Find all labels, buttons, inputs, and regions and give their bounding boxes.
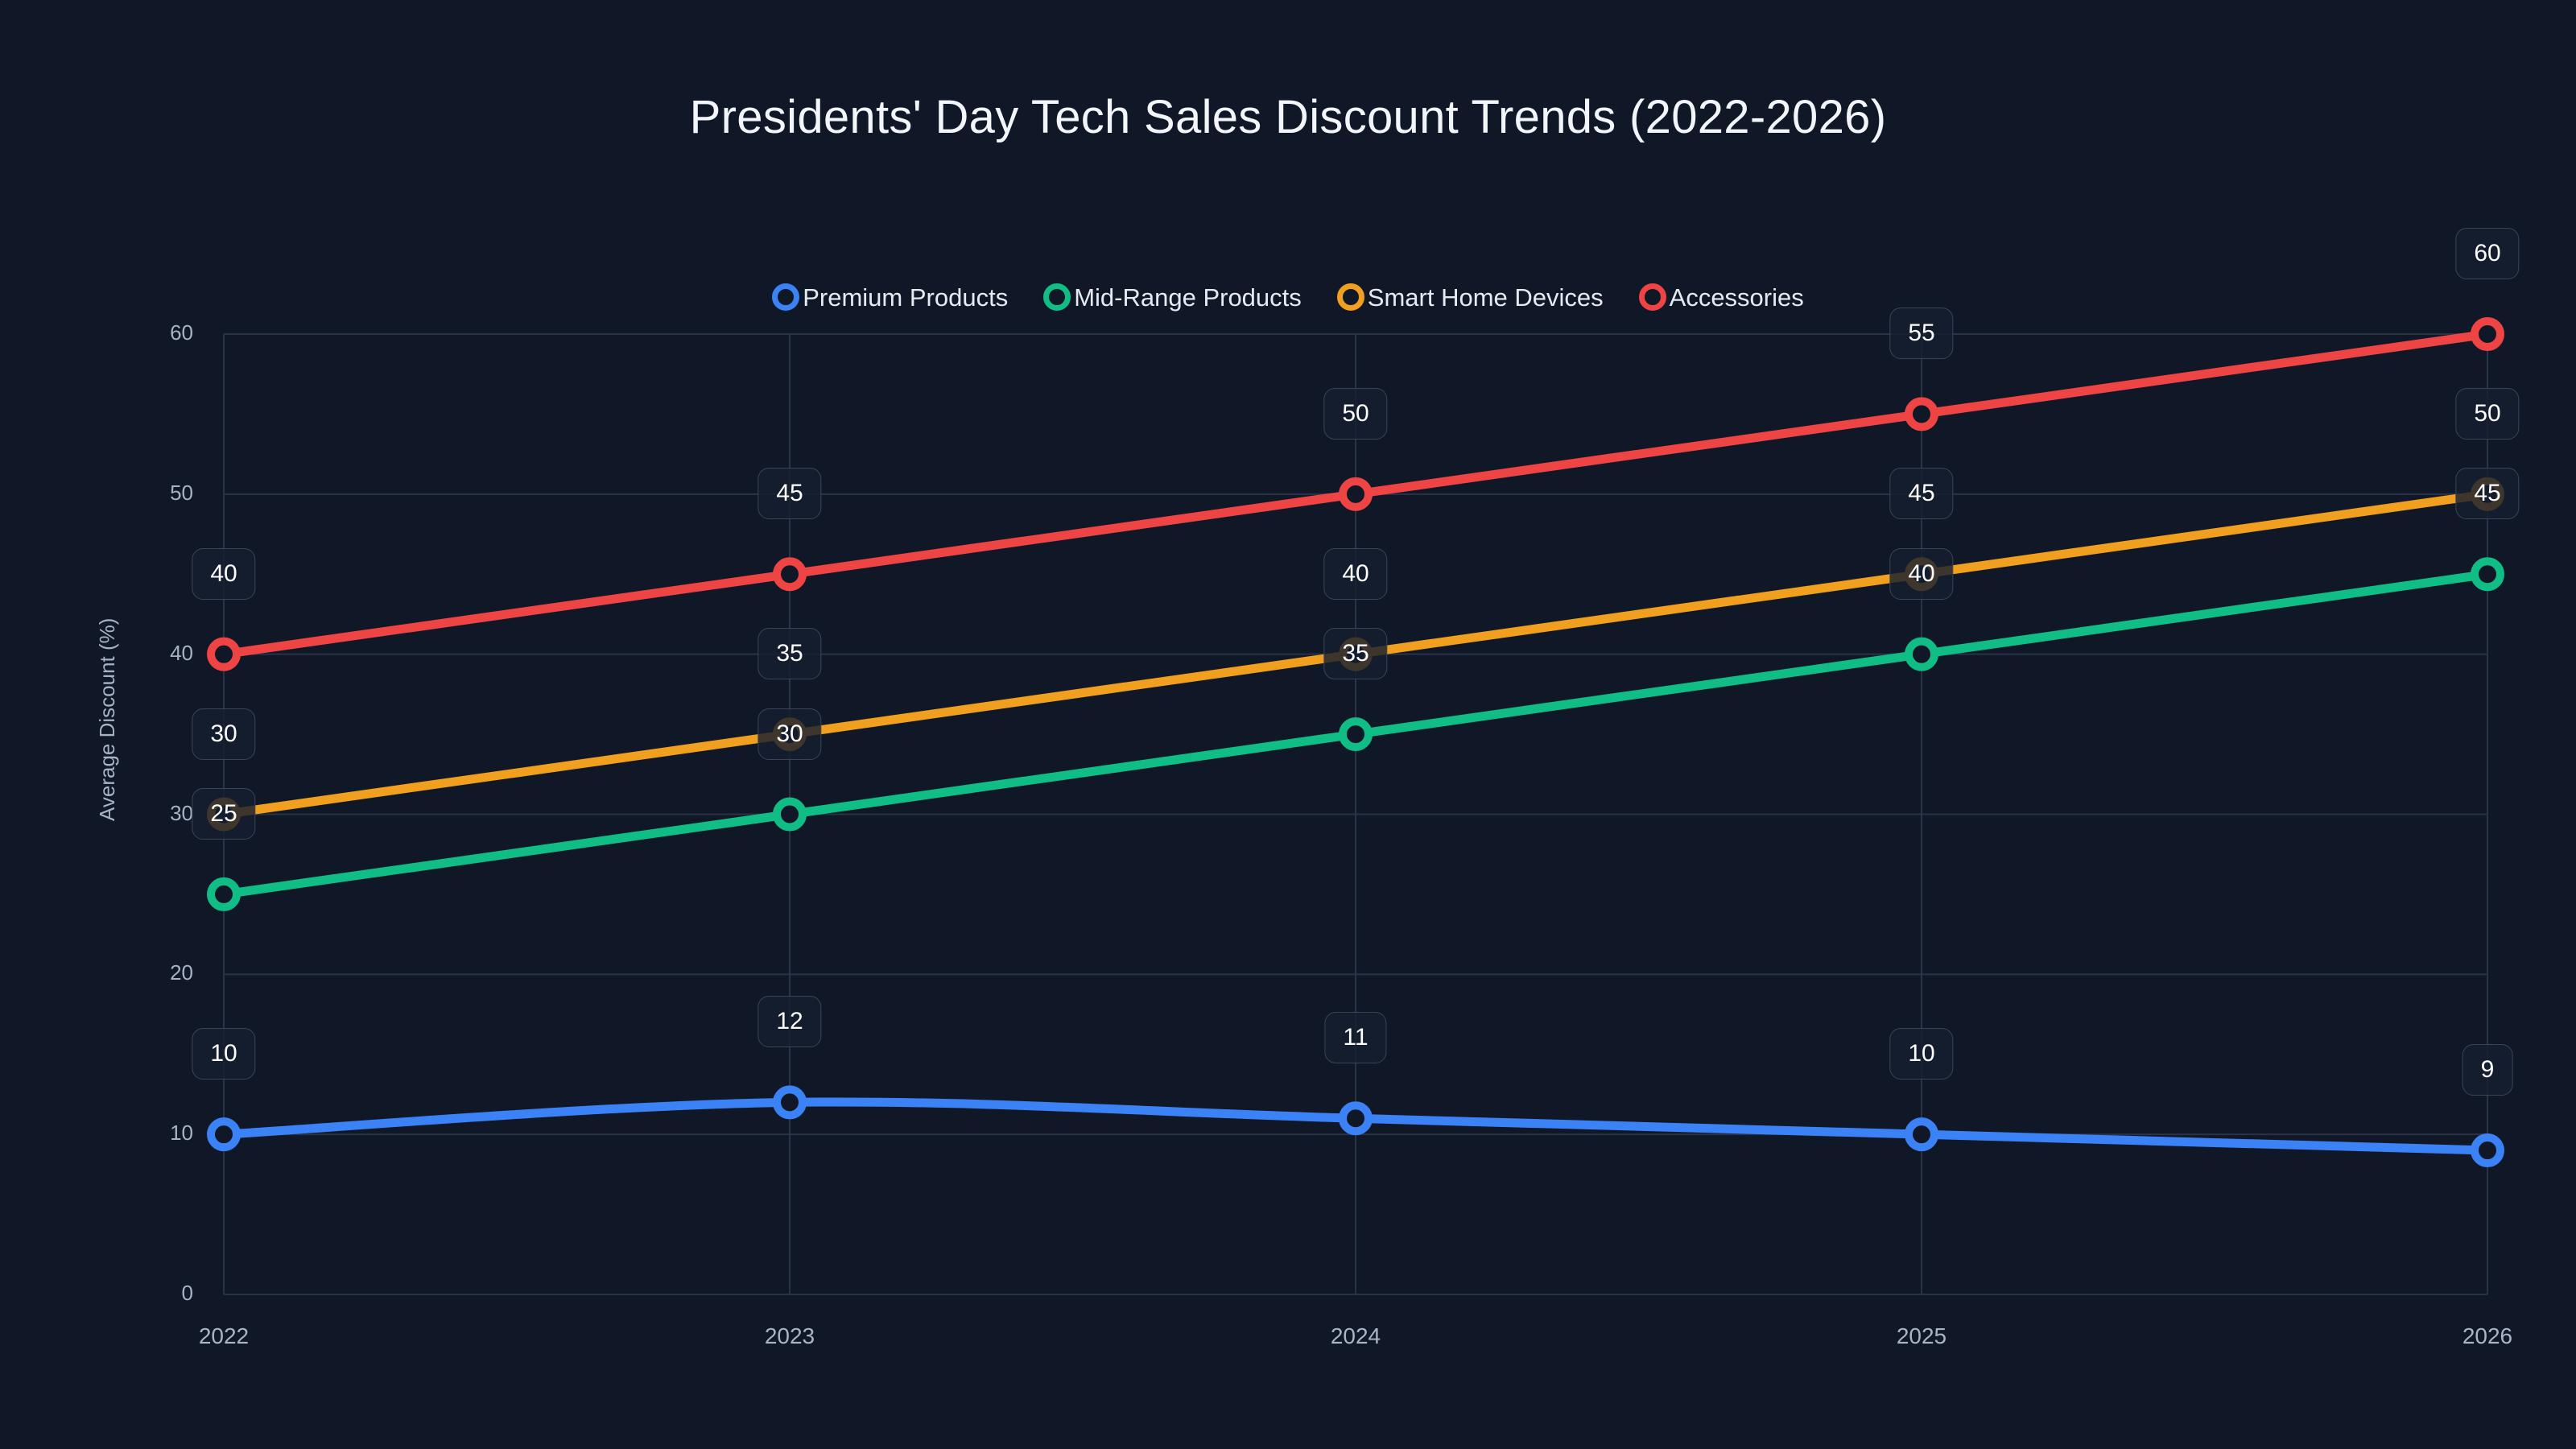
x-axis-tick-label: 2022 — [198, 1323, 250, 1348]
data-point-label: 12 — [758, 996, 822, 1048]
data-point-marker[interactable] — [207, 877, 241, 911]
data-point-label: 40 — [1323, 547, 1388, 600]
data-point-label: 45 — [2455, 468, 2520, 520]
x-axis-tick-label: 2025 — [1896, 1323, 1947, 1348]
data-point-label: 35 — [1323, 628, 1388, 680]
x-axis-tick-label: 2023 — [764, 1323, 815, 1348]
y-axis-title: Average Discount (%) — [95, 617, 119, 821]
y-axis-tick-label: 0 — [181, 1281, 193, 1305]
data-point-marker[interactable] — [773, 1085, 807, 1120]
x-axis-tick-label: 2026 — [2462, 1323, 2513, 1348]
data-point-label: 9 — [2462, 1044, 2513, 1096]
x-axis-tick-label: 2024 — [1330, 1323, 1381, 1348]
data-point-label: 45 — [1889, 468, 1954, 520]
y-axis-tick-label: 40 — [170, 640, 193, 665]
data-point-label: 35 — [758, 628, 822, 680]
page-title: Presidents' Day Tech Sales Discount Tren… — [689, 91, 1887, 143]
y-axis-tick-label: 50 — [170, 480, 193, 505]
data-point-marker[interactable] — [2471, 1133, 2504, 1168]
data-point-label: 55 — [1889, 308, 1954, 360]
data-point-marker[interactable] — [1905, 397, 1938, 431]
data-point-label: 40 — [1889, 547, 1954, 600]
data-point-label: 10 — [1889, 1028, 1954, 1080]
data-point-label: 60 — [2455, 228, 2520, 279]
data-point-marker[interactable] — [1905, 1117, 1938, 1152]
y-axis-tick-label: 10 — [170, 1121, 193, 1146]
data-point-label: 25 — [192, 787, 256, 840]
y-axis-tick-label: 30 — [170, 800, 193, 825]
data-point-label: 50 — [1323, 387, 1388, 440]
data-point-marker[interactable] — [207, 637, 241, 671]
data-point-marker[interactable] — [1339, 717, 1373, 752]
data-point-marker[interactable] — [1339, 1101, 1373, 1136]
data-point-label: 40 — [192, 547, 256, 600]
data-point-marker[interactable] — [1339, 477, 1373, 511]
data-point-label: 11 — [1324, 1012, 1387, 1064]
data-point-label: 45 — [758, 468, 822, 520]
data-point-marker[interactable] — [2471, 557, 2504, 592]
data-point-label: 30 — [758, 708, 822, 760]
y-axis-tick-label: 60 — [170, 320, 193, 345]
data-point-marker[interactable] — [773, 797, 807, 832]
data-point-marker[interactable] — [1905, 637, 1938, 671]
y-axis-tick-label: 20 — [170, 960, 193, 985]
data-point-marker[interactable] — [2471, 317, 2504, 351]
data-point-label: 10 — [192, 1028, 256, 1080]
data-point-label: 30 — [192, 708, 256, 760]
data-point-marker[interactable] — [207, 1117, 241, 1152]
data-point-label: 50 — [2455, 387, 2520, 440]
data-point-marker[interactable] — [773, 557, 807, 592]
